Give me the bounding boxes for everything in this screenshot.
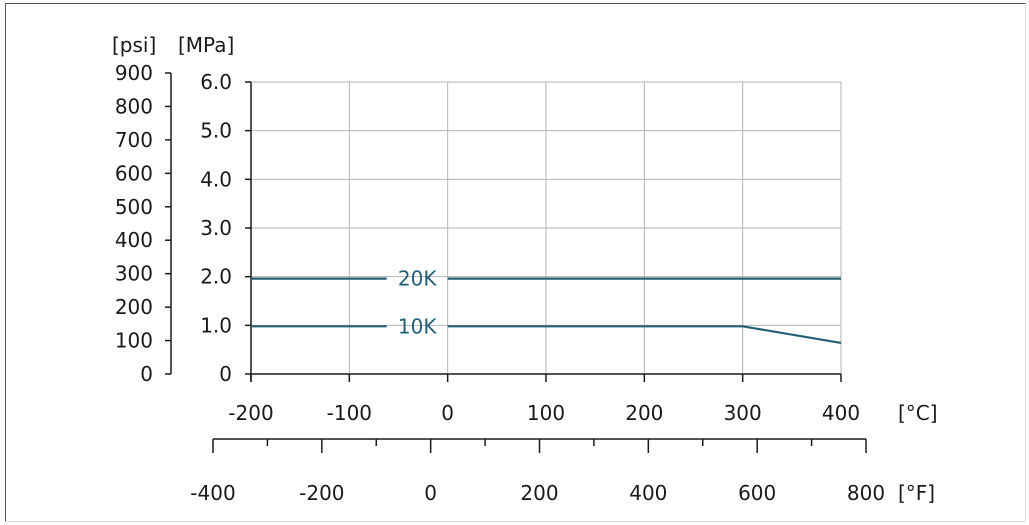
tick-labels: 0 1.0 2.0 3.0 4.0 5.0 6.0 0 100 200 300 400 500 600 70… — [115, 61, 885, 505]
mpa-tick-label: 6.0 — [200, 70, 232, 94]
fahrenheit-tick-label: 800 — [847, 481, 885, 505]
psi-tick-label: 400 — [115, 228, 153, 252]
series-label-10K: 10K — [398, 314, 437, 338]
series-line-10K — [447, 325, 842, 344]
fahrenheit-tick-label: 600 — [738, 481, 776, 505]
mpa-tick-label: 5.0 — [200, 119, 232, 143]
mpa-tick-label: 0 — [219, 362, 232, 386]
psi-tick-label: 700 — [115, 128, 153, 152]
chart-frame — [5, 3, 1026, 522]
mpa-axis-label: [MPa] — [178, 33, 234, 57]
fahrenheit-tick-label: 200 — [520, 481, 558, 505]
psi-tick-label: 800 — [115, 94, 153, 118]
fahrenheit-tick-label: 400 — [629, 481, 667, 505]
fahrenheit-tick-label: -200 — [299, 481, 344, 505]
mpa-tick-label: 4.0 — [200, 167, 232, 191]
axes — [165, 72, 867, 453]
grid — [251, 81, 842, 374]
celsius-unit-label: [°C] — [898, 401, 938, 425]
psi-axis-label: [psi] — [112, 33, 156, 57]
mpa-tick-label: 1.0 — [200, 313, 232, 337]
celsius-tick-label: 200 — [625, 401, 663, 425]
psi-tick-label: 100 — [115, 329, 153, 353]
mpa-tick-label: 2.0 — [200, 265, 232, 289]
fahrenheit-unit-label: [°F] — [898, 481, 935, 505]
celsius-tick-label: 300 — [724, 401, 762, 425]
psi-tick-label: 900 — [115, 61, 153, 85]
psi-tick-label: 300 — [115, 262, 153, 286]
psi-tick-label: 0 — [140, 362, 153, 386]
psi-tick-label: 600 — [115, 161, 153, 185]
celsius-tick-label: -200 — [228, 401, 273, 425]
series-group: 20K 10K — [251, 267, 842, 344]
psi-tick-label: 200 — [115, 295, 153, 319]
mpa-tick-label: 3.0 — [200, 216, 232, 240]
psi-tick-label: 500 — [115, 195, 153, 219]
fahrenheit-tick-label: -400 — [190, 481, 235, 505]
celsius-tick-label: -100 — [327, 401, 372, 425]
celsius-tick-label: 0 — [441, 401, 454, 425]
fahrenheit-tick-label: 0 — [424, 481, 437, 505]
celsius-tick-label: 400 — [822, 401, 860, 425]
series-label-20K: 20K — [398, 267, 437, 291]
celsius-tick-label: 100 — [527, 401, 565, 425]
